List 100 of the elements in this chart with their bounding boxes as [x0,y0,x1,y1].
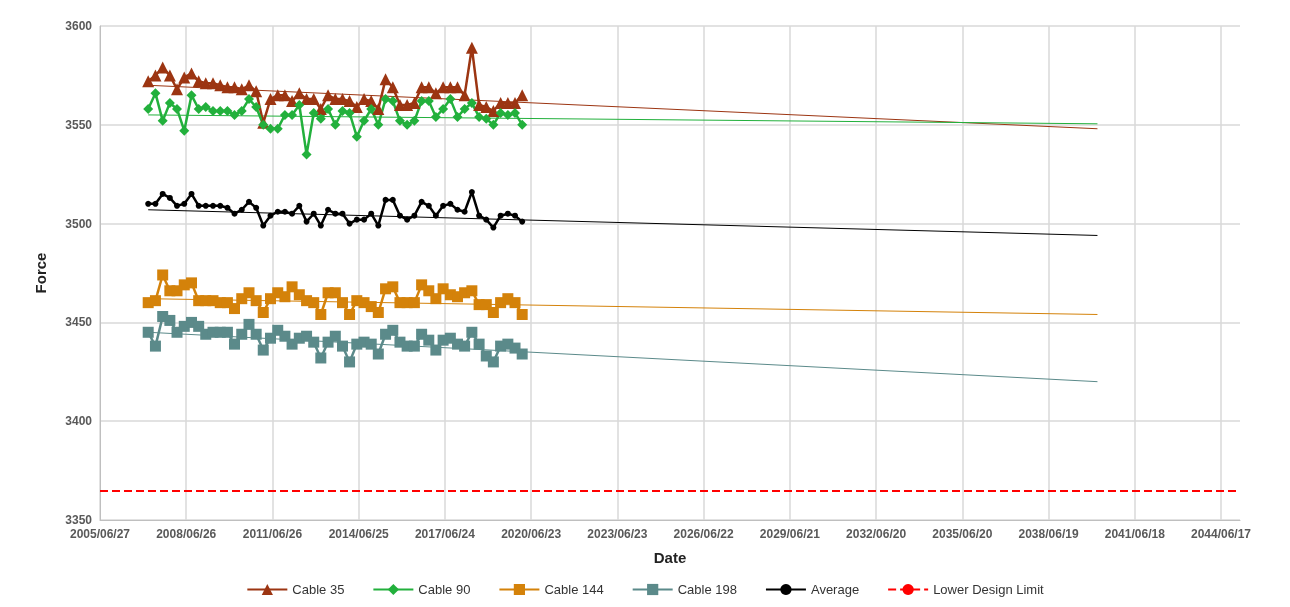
point [157,115,168,126]
point [346,220,353,227]
point [438,103,449,114]
point [487,356,499,368]
point [372,307,384,319]
point [466,285,478,297]
point [244,94,254,105]
point [278,89,291,102]
point [289,210,296,217]
x-tick-label: 2041/06/18 [1104,527,1166,541]
point [251,102,262,113]
point [210,202,217,209]
point [430,111,441,122]
point [164,98,175,109]
point [149,340,161,352]
point [163,69,176,82]
point [195,202,202,209]
point [411,212,418,219]
point [171,83,184,96]
point [329,330,341,342]
point [308,336,320,348]
y-tick-label: 3550 [65,117,93,132]
point [149,295,161,307]
point [425,202,432,209]
point [474,111,485,122]
point [142,75,155,88]
point [451,81,464,94]
point [236,328,248,340]
x-tick-label: 2035/06/20 [932,527,993,541]
point [337,105,348,116]
point [509,297,521,309]
point [452,111,463,122]
legend-label: Average [810,582,860,597]
point [150,88,161,99]
point [186,277,198,289]
point [461,208,468,215]
point [243,318,255,330]
point [250,85,263,98]
point [476,212,483,219]
legend-label: Lower Design Limit [933,582,1045,597]
x-tick-label: 2026/06/22 [673,527,734,541]
point [200,102,211,113]
point [296,202,303,209]
point [387,324,399,336]
point [459,103,470,114]
point [217,202,224,209]
point [351,131,362,142]
point [512,212,519,219]
point [186,90,197,101]
point [379,73,392,86]
x-tick-label: 2032/06/20 [846,527,907,541]
point [193,103,204,114]
point [373,119,384,130]
point [253,204,260,211]
point [504,210,511,217]
x-tick-label: 2044/06/17 [1190,527,1252,541]
point [468,188,475,195]
point [287,109,298,120]
point [409,115,420,126]
point [315,352,327,364]
point [481,113,492,124]
point [394,115,405,126]
legend-label: Cable 90 [418,582,471,597]
point [487,307,499,319]
point [315,309,327,320]
point [142,326,154,338]
point [224,204,231,211]
y-axis-title: Force [32,252,49,294]
y-tick-label: 3500 [65,216,93,231]
point [143,103,154,114]
point [257,344,269,356]
point [332,210,339,217]
point [432,212,439,219]
point [339,210,346,217]
x-axis-title: Date [653,549,687,566]
point [382,196,389,203]
point [315,113,326,124]
point [372,348,384,360]
point [519,218,526,225]
point [229,303,241,315]
point [303,218,310,225]
x-tick-label: 2011/06/26 [242,527,303,541]
x-tick-label: 2020/06/23 [501,527,562,541]
point [365,338,377,350]
point [372,102,385,115]
point [368,210,375,217]
point [408,297,420,309]
point [422,81,435,94]
point [490,224,497,231]
point [330,119,341,130]
point [250,295,262,307]
point [152,200,159,207]
point [516,309,528,320]
point [429,87,442,100]
point [344,309,356,320]
x-tick-label: 2008/06/26 [156,527,217,541]
point [404,216,411,223]
point [517,119,528,130]
y-tick-label: 3600 [65,19,93,33]
point [260,222,267,229]
